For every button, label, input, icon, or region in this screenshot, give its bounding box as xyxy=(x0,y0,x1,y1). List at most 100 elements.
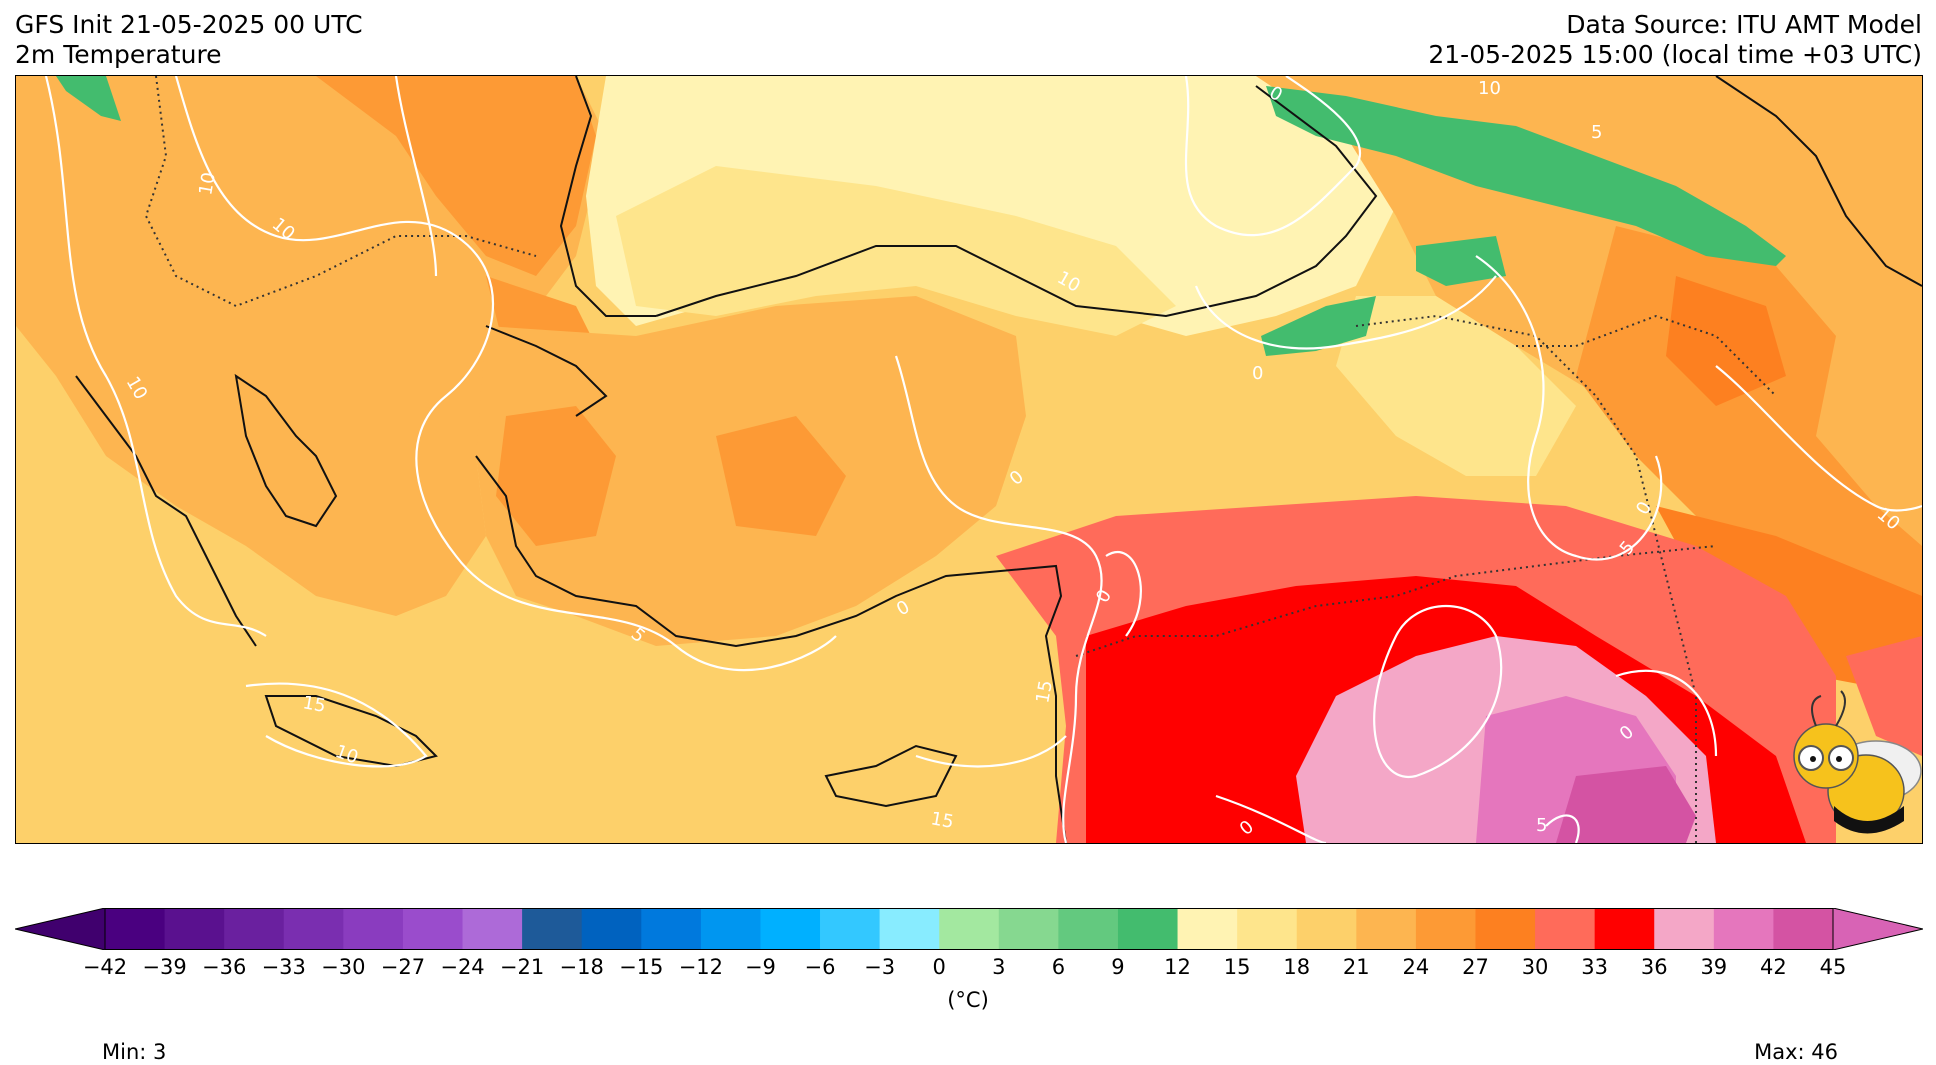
colorbar-tick-label: −39 xyxy=(142,955,187,979)
colorbar-tick-label: −30 xyxy=(321,955,366,979)
colorbar-segment xyxy=(1475,908,1536,950)
colorbar-tick-label: −12 xyxy=(678,955,724,979)
colorbar-tick-label: −9 xyxy=(744,955,776,979)
colorbar-over-triangle xyxy=(1832,908,1923,950)
colorbar-tick-label: −33 xyxy=(261,955,306,979)
init-title: GFS Init 21-05-2025 00 UTC xyxy=(15,10,363,39)
colorbar-segment xyxy=(1535,908,1596,950)
contour-label: 5 xyxy=(1591,122,1602,143)
colorbar-segment xyxy=(522,908,583,950)
field-caucasus-mild xyxy=(1336,296,1576,476)
contour-label: 0 xyxy=(1252,363,1263,384)
header-right: Data Source: ITU AMT Model 21-05-2025 15… xyxy=(1428,10,1922,70)
bee-mascot-icon xyxy=(1793,690,1922,834)
colorbar-segment xyxy=(1713,908,1775,950)
colorbar-tick-label: 33 xyxy=(1581,955,1609,979)
colorbar-tick-label: −36 xyxy=(202,955,247,979)
colorbar-tick-label: −6 xyxy=(804,955,836,979)
colorbar xyxy=(15,908,1923,950)
valid-time-title: 21-05-2025 15:00 (local time +03 UTC) xyxy=(1428,40,1922,69)
colorbar-tick-label: −3 xyxy=(864,955,896,979)
coastlines xyxy=(75,76,1922,843)
field-black-sea-mild xyxy=(616,166,1176,336)
field-alps-cold xyxy=(56,76,121,121)
colorbar-segment xyxy=(164,908,225,950)
contour-label: 10 xyxy=(1478,78,1501,99)
field-pontic-cold xyxy=(1261,296,1376,356)
field-caucasus-cold2 xyxy=(1416,236,1506,286)
colorbar-under-triangle xyxy=(15,908,106,950)
temperature-map: 10 10 10 10 10 10 5 5 5 5 0 0 0 0 0 0 0 … xyxy=(15,75,1923,844)
colorbar-tick-label: 30 xyxy=(1521,955,1549,979)
colorbar-segment xyxy=(700,908,762,950)
colorbar-segment xyxy=(1773,908,1834,950)
colorbar-tick-labels: −42 −39 −36 −33 −30 −27 −24 −21 −18 −15 −12 −9 −6 −3 0… xyxy=(0,955,1936,985)
colorbar-segment xyxy=(402,908,464,950)
colorbar-segment xyxy=(1117,908,1179,950)
contour-label: 15 xyxy=(301,692,327,717)
colorbar-segment xyxy=(1177,908,1238,950)
field-balkans-hot xyxy=(316,76,596,276)
colorbar-outline xyxy=(104,908,1834,950)
colorbar-tick-label: 39 xyxy=(1700,955,1728,979)
colorbar-tick-label: 12 xyxy=(1164,955,1191,979)
field-east-hot xyxy=(1576,226,1922,636)
colorbar-segment xyxy=(224,908,285,950)
colorbar-tick-label: −24 xyxy=(440,955,485,979)
colorbar-tick-label: 27 xyxy=(1462,955,1489,979)
variable-title: 2m Temperature xyxy=(15,40,222,69)
colorbar-segment xyxy=(1296,908,1357,950)
colorbar-segment xyxy=(820,908,881,950)
colorbar-tick-label: −27 xyxy=(380,955,426,979)
field-iraq-max xyxy=(1556,766,1696,843)
colorbar-segment xyxy=(1415,908,1477,950)
colorbar-unit-label: (°C) xyxy=(947,988,989,1012)
colorbar-segment xyxy=(1356,908,1417,950)
colorbar-segment xyxy=(879,908,940,950)
colorbar-segments xyxy=(105,908,1834,950)
colorbar-tick-label: −18 xyxy=(559,955,604,979)
max-value-label: Max: 46 xyxy=(1754,1040,1838,1064)
contour-label: 5 xyxy=(1536,815,1547,836)
colorbar-tick-label: −21 xyxy=(499,955,545,979)
header-left: GFS Init 21-05-2025 00 UTC 2m Temperatur… xyxy=(15,10,363,70)
contour-label: 15 xyxy=(1032,679,1057,705)
field-caucasus-cold xyxy=(1266,86,1786,266)
colorbar-segment xyxy=(1654,908,1715,950)
colorbar-segment xyxy=(641,908,702,950)
field-east-hotter xyxy=(1666,276,1786,406)
field-levant-hot-west xyxy=(1846,636,1922,756)
colorbar-tick-label: 36 xyxy=(1640,955,1668,979)
data-source-title: Data Source: ITU AMT Model xyxy=(1566,10,1922,39)
colorbar-tick-label: 15 xyxy=(1223,955,1251,979)
colorbar-segment xyxy=(283,908,344,950)
colorbar-tick-label: 6 xyxy=(1051,955,1066,979)
contour-label: 10 xyxy=(195,171,220,197)
colorbar-tick-label: 42 xyxy=(1760,955,1787,979)
borders xyxy=(144,76,1777,843)
colorbar-tick-label: −15 xyxy=(619,955,664,979)
colorbar-tick-label: 3 xyxy=(992,955,1006,979)
colorbar-tick-label: 18 xyxy=(1283,955,1311,979)
contour-label: 15 xyxy=(929,808,955,833)
map-canvas: 10 10 10 10 10 10 5 5 5 5 0 0 0 0 0 0 0 … xyxy=(16,76,1922,843)
colorbar-segment xyxy=(343,908,404,950)
colorbar-segment xyxy=(760,908,821,950)
min-value-label: Min: 3 xyxy=(102,1040,167,1064)
field-anatolia-hot2 xyxy=(716,416,846,536)
colorbar-segment xyxy=(1594,908,1655,950)
colorbar-segment xyxy=(581,908,642,950)
colorbar-segment xyxy=(1237,908,1298,950)
colorbar-tick-label: 45 xyxy=(1819,955,1847,979)
colorbar-segment xyxy=(998,908,1059,950)
colorbar-segment xyxy=(105,908,166,950)
colorbar-tick-label: 24 xyxy=(1402,955,1430,979)
colorbar-segment xyxy=(462,908,523,950)
colorbar-tick-label: −42 xyxy=(82,955,128,979)
colorbar-tick-label: 21 xyxy=(1342,955,1370,979)
colorbar-tick-label: 0 xyxy=(932,955,946,979)
field-anatolia-hot xyxy=(496,406,616,546)
colorbar-segment xyxy=(1058,908,1119,950)
colorbar-tick-label: 9 xyxy=(1111,955,1125,979)
isotherm-contours xyxy=(44,76,1922,843)
